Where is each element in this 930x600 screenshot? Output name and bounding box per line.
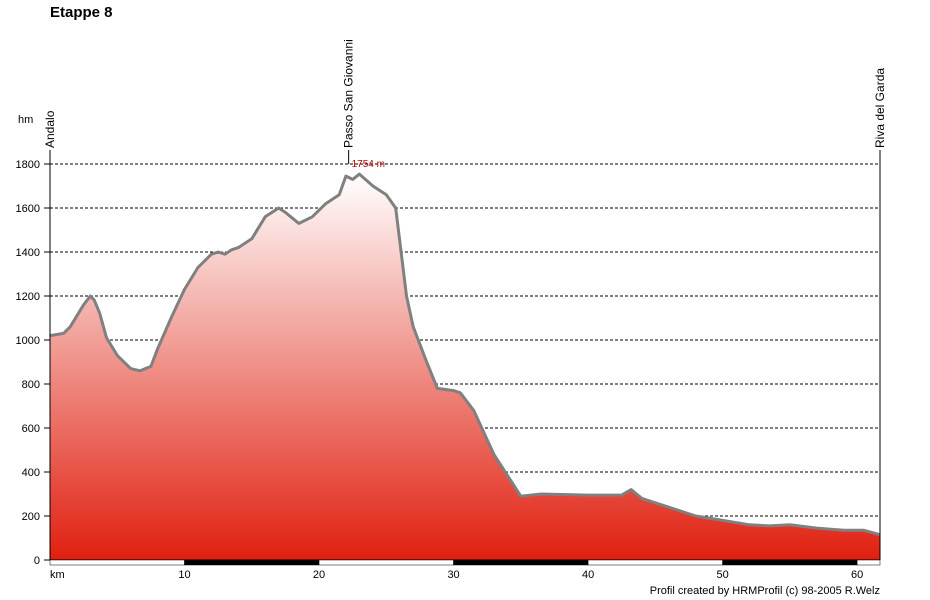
chart-title: Etappe 8 [50, 4, 113, 21]
km-scale-segment [722, 559, 858, 566]
waypoint-label: Riva del Garda [873, 68, 887, 148]
y-tick-label: 0 [34, 555, 40, 567]
x-tick-label: 40 [582, 569, 594, 581]
y-tick-label: 1600 [16, 203, 40, 215]
y-tick-label: 400 [22, 467, 40, 479]
credit-text: Profil created by HRMProfil (c) 98-2005 … [649, 585, 880, 597]
y-axis-label: hm [18, 114, 33, 126]
y-tick-label: 1200 [16, 291, 40, 303]
x-tick-label: 20 [313, 569, 325, 581]
km-scale-segment [587, 559, 723, 566]
waypoint-label: Andalo [43, 110, 57, 148]
x-axis-label: km [50, 569, 65, 581]
km-scale-segment [453, 559, 589, 566]
km-scale-segment [184, 559, 320, 566]
y-tick-label: 1400 [16, 247, 40, 259]
x-tick-label: 10 [178, 569, 190, 581]
y-tick-label: 1800 [16, 159, 40, 171]
axes [44, 163, 881, 566]
waypoint-label: Passo San Giovanni [342, 39, 356, 148]
km-scale-segment [856, 559, 881, 566]
x-tick-label: 30 [447, 569, 459, 581]
waypoint-labels: Andalo Passo San Giovanni Riva del Garda 17… [43, 39, 887, 170]
elevation-area [50, 174, 880, 560]
x-tick-label: 50 [716, 569, 728, 581]
km-scale-segment [49, 559, 185, 566]
peak-altitude-label: 1754 m [352, 159, 385, 170]
y-tick-label: 800 [22, 379, 40, 391]
y-tick-label: 1000 [16, 335, 40, 347]
km-scale-segment [318, 559, 454, 566]
y-tick-label: 200 [22, 511, 40, 523]
tick-labels: 0 200 400 600 800 1000 1200 1400 1600 1800 10 20 30 4… [16, 114, 864, 581]
elevation-line [49, 172, 881, 537]
y-tick-label: 600 [22, 423, 40, 435]
x-tick-label: 60 [851, 569, 863, 581]
